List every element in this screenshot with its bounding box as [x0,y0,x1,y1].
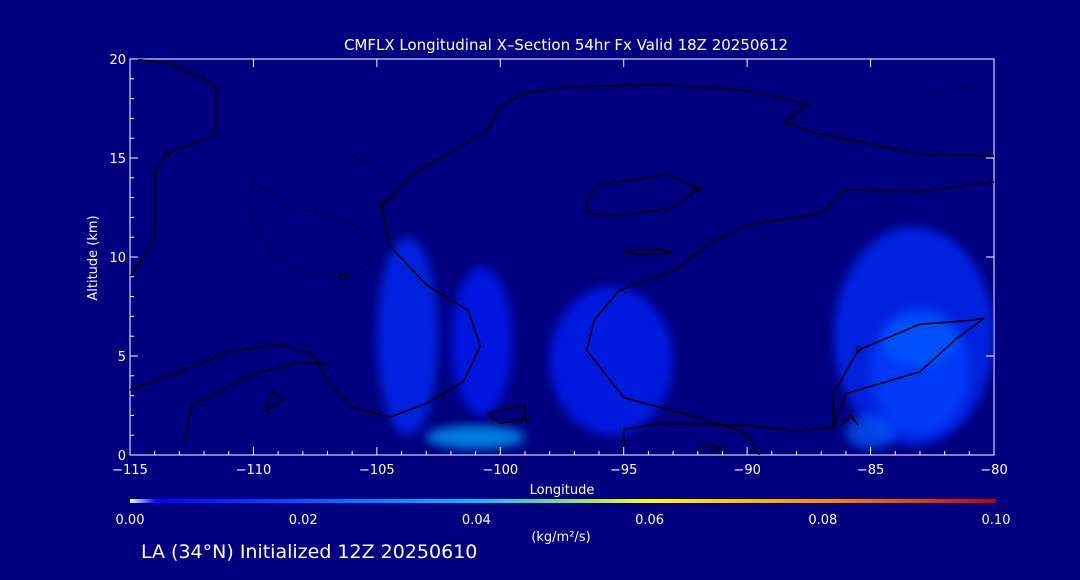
contour-4 [623,248,674,256]
colorbar-tick-label-5: 0.10 [982,513,1011,528]
x-tick-label-3: −100 [482,463,518,478]
colorbar-tick-label-0: 0.00 [116,513,145,528]
colorbar-tick-label-3: 0.06 [635,513,664,528]
colorbar-tick-label-2: 0.04 [462,513,491,528]
colorbar-label: (kg/m²/s) [531,530,590,545]
x-tick-label-7: −80 [980,463,1007,478]
contour-label-5: 10 [519,414,532,425]
contour-8 [130,59,218,278]
contour-3 [585,172,700,217]
y-tick-label-2: 10 [109,251,126,266]
x-axis-label: Longitude [530,483,595,498]
y-axis-label: Altitude (km) [86,215,101,300]
dashed-contour-1 [352,155,390,188]
flux-region-1 [450,266,513,416]
flux-region-6 [426,425,525,450]
flux-region-5 [882,316,957,366]
dashed-contour-label-0: −10 [329,272,350,283]
colorbar-tick-label-1: 0.02 [289,513,318,528]
x-tick-label-2: −105 [359,463,395,478]
y-tick-label-3: 15 [109,152,126,167]
chart-title: CMFLX Longitudinal X–Section 54hr Fx Val… [344,36,788,54]
x-tick-label-5: −90 [733,463,760,478]
colorbar [130,499,996,503]
contour-10 [840,414,859,426]
contour-0 [130,83,994,419]
contour-layer: 0 0 10 10 0 −10 [130,59,994,455]
contour-1 [622,317,985,453]
contour-label-0: 0 [379,201,385,212]
contour-6 [183,361,328,444]
colorbar-tick-label-4: 0.08 [808,513,837,528]
contour-label-8: 0 [164,149,170,160]
flux-region-7 [845,415,896,450]
x-tick-label-4: −95 [610,463,637,478]
flux-region-0 [376,237,439,436]
contour-9 [697,444,726,454]
dashed-contour-0 [247,181,378,278]
contour-label-1: 0 [855,345,861,356]
contour-5 [487,404,526,425]
x-tick-label-1: −110 [236,463,272,478]
flux-region-2 [549,286,674,436]
colorbar-ticks: 0.00 0.02 0.04 0.06 0.08 0.10 [116,513,1011,528]
y-tick-label-0: 0 [118,449,126,464]
initialization-note: LA (34°N) Initialized 12Z 20250610 [141,541,478,563]
y-tick-label-1: 5 [118,350,126,365]
y-tick-label-4: 20 [109,53,126,68]
contour-7 [265,390,285,413]
contour-2 [585,181,994,455]
x-tick-label-0: −115 [112,463,148,478]
x-tick-label-6: −85 [857,463,884,478]
contour-label-3: 10 [691,185,704,196]
